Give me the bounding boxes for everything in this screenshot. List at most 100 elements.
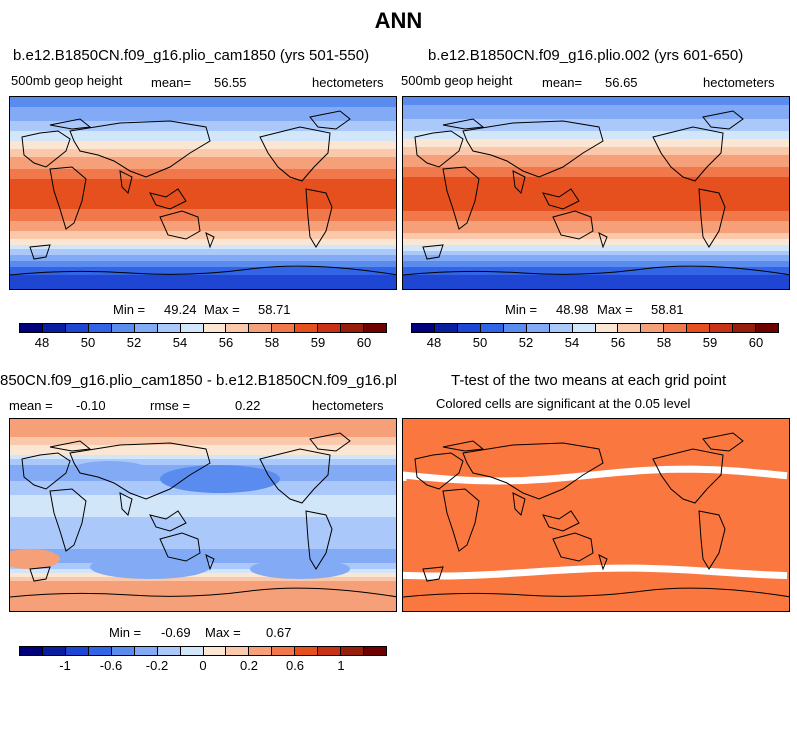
panel1-colorbar-swatch (88, 324, 112, 332)
panel2-colorbar-swatch (412, 324, 435, 332)
panel3-band (10, 445, 396, 448)
panel3-band (10, 439, 396, 442)
panel1-title: b.e12.B1850CN.f09_g16.plio_cam1850 (yrs … (13, 47, 370, 64)
panel2-coastline (652, 126, 724, 182)
panel1-colorbar (19, 323, 387, 333)
panel1-band (10, 225, 396, 228)
panel1-band (10, 175, 396, 178)
panel2-map-svg (403, 97, 789, 289)
panel1-colorbar-swatch (318, 324, 342, 332)
panel1-band (10, 145, 396, 148)
panel2-coastline (414, 130, 464, 168)
panel2-band (403, 171, 789, 174)
panel2-band (403, 133, 789, 136)
panel1-band (10, 191, 396, 194)
panel3-band (10, 421, 396, 424)
panel2-band (403, 173, 789, 176)
panel2-band (403, 247, 789, 250)
panel3-colorbar-swatch (272, 647, 296, 655)
panel2-band (403, 241, 789, 244)
panel3-colorbar-swatch (318, 647, 342, 655)
panel2-band (403, 245, 789, 248)
panel2-band (403, 287, 789, 289)
panel3-band (10, 495, 396, 498)
panel2-colorbar-swatch (595, 324, 619, 332)
panel2-coastline (512, 170, 526, 194)
panel1-band (10, 275, 396, 278)
panel4-coastline (512, 492, 526, 516)
panel1-band (10, 181, 396, 184)
panel2-band (403, 193, 789, 196)
panel3-anomaly-region (160, 465, 280, 493)
panel3-band (10, 459, 396, 462)
panel3-colorbar-swatch (295, 647, 319, 655)
panel3-band (10, 531, 396, 534)
panel3-band (10, 433, 396, 436)
panel1-band (10, 147, 396, 150)
panel1-band (10, 97, 396, 100)
panel1-band (10, 217, 396, 220)
panel1-band (10, 159, 396, 162)
panel2-band (403, 189, 789, 192)
panel3-band (10, 549, 396, 552)
panel3-mean-value: -0.10 (76, 398, 106, 413)
panel1-colorbar-swatch (364, 324, 386, 332)
panel1-colorbar-swatch (157, 324, 181, 332)
panel2-band (403, 207, 789, 210)
panel2-band (403, 163, 789, 166)
panel1-band (10, 195, 396, 198)
panel1-band (10, 247, 396, 250)
panel3-band (10, 501, 396, 504)
panel3-band (10, 423, 396, 426)
panel2-band (403, 167, 789, 170)
panel4-coastline (652, 448, 724, 504)
panel1-coastline (49, 118, 92, 130)
panel2-max-value: 58.81 (651, 302, 684, 317)
panel1-colorbar-tick-label: 58 (264, 335, 280, 350)
panel2-band (403, 151, 789, 154)
panel1-colorbar-swatch (272, 324, 296, 332)
panel2-colorbar-swatch (572, 324, 596, 332)
panel1-band (10, 149, 396, 152)
panel2-colorbar-swatch (710, 324, 734, 332)
panel1-band (10, 155, 396, 158)
panel1-colorbar-swatch (20, 324, 43, 332)
panel1-band (10, 131, 396, 134)
panel3-title: 850CN.f09_g16.plio_cam1850 - b.e12.B1850… (0, 372, 397, 389)
panel2-band (403, 177, 789, 180)
panel2-min-label: Min = (505, 302, 538, 317)
panel3-band (10, 599, 396, 602)
panel3-colorbar-tick-label: -0.6 (99, 658, 123, 673)
panel1-band (10, 259, 396, 262)
panel1-coastline (29, 244, 51, 260)
panel3-band (10, 537, 396, 540)
panel3-band (10, 593, 396, 596)
panel3-colorbar-tick-label: 0.6 (285, 658, 305, 673)
panel2-band (403, 275, 789, 278)
panel2-band (403, 279, 789, 282)
panel3-band (10, 581, 396, 584)
panel2-band (403, 213, 789, 216)
panel1-band (10, 169, 396, 172)
panel1-band (10, 101, 396, 104)
panel4-coastline (442, 488, 480, 552)
panel3-map (9, 418, 397, 612)
panel3-band (10, 437, 396, 440)
panel1-band (10, 209, 396, 212)
panel1-colorbar-swatch (111, 324, 135, 332)
panel2-colorbar-swatch (480, 324, 504, 332)
panel2-band (403, 205, 789, 208)
panel2-band (403, 105, 789, 108)
panel3-band (10, 607, 396, 610)
panel2-band (403, 113, 789, 116)
panel3-band (10, 507, 396, 510)
panel2-band (403, 143, 789, 146)
panel2-band (403, 155, 789, 158)
panel3-colorbar-swatch (364, 647, 386, 655)
panel1-coastline (305, 188, 333, 248)
panel2-band (403, 273, 789, 276)
panel2-band (403, 107, 789, 110)
panel2-band (403, 261, 789, 264)
panel1-band (10, 111, 396, 114)
panel1-colorbar-tick-label: 48 (34, 335, 50, 350)
